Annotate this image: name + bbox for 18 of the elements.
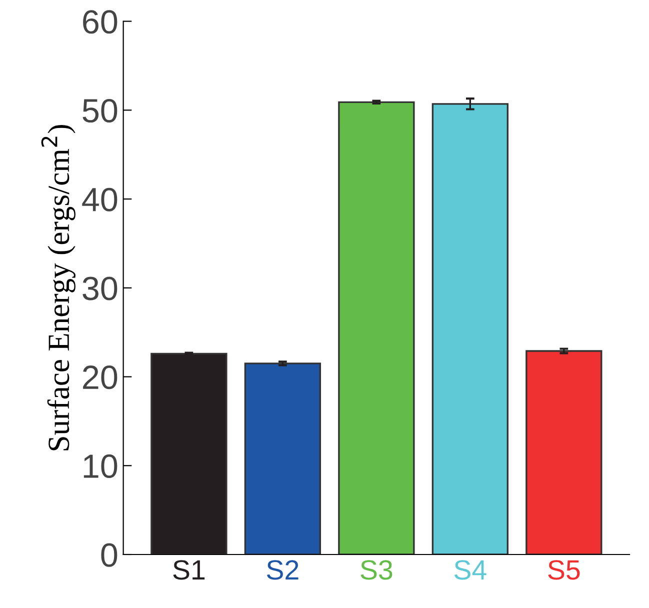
- y-tick-label: 60: [83, 10, 118, 34]
- y-tick-label: 10: [84, 454, 118, 478]
- x-tick-label: S1: [173, 560, 205, 580]
- y-axis-title: Surface Energy (ergs/cm$^{2}$): [41, 124, 76, 450]
- y-tick-label: 40: [82, 188, 118, 212]
- bar: [338, 101, 415, 554]
- bar: [150, 352, 228, 554]
- x-tick-label: S5: [548, 560, 580, 580]
- bar: [244, 362, 322, 554]
- y-tick-label: 50: [82, 98, 118, 123]
- y-tick-label: 20: [83, 366, 118, 390]
- bar: [526, 350, 602, 554]
- bar: [432, 103, 508, 554]
- x-tick-label: S4: [454, 560, 486, 580]
- y-tick-label: 30: [82, 276, 118, 300]
- x-tick-label: S2: [266, 560, 298, 580]
- y-tick-label: 0: [101, 543, 118, 567]
- x-tick-label: S3: [360, 560, 392, 580]
